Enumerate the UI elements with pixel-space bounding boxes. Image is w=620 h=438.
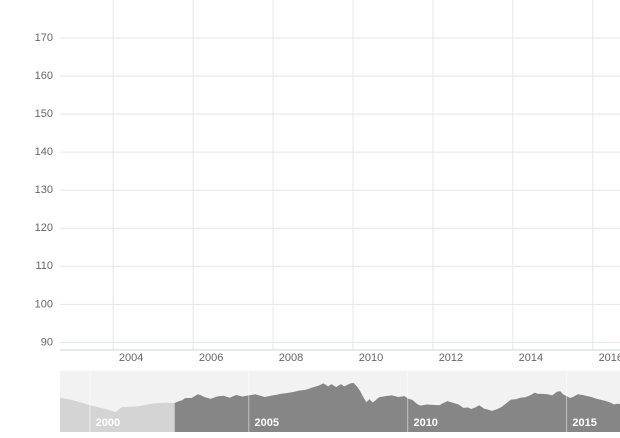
y-tick-label: 130 (35, 184, 53, 196)
navigator-selected-area (174, 383, 620, 432)
plot-background (60, 0, 620, 350)
x-tick-label: 2016 (599, 352, 620, 364)
y-tick-label: 90 (41, 336, 53, 348)
navigator-tick-label: 2010 (413, 417, 437, 429)
y-tick-label: 160 (35, 70, 53, 82)
x-tick-label: 2006 (199, 352, 223, 364)
y-tick-label: 170 (35, 32, 53, 44)
navigator-tick-label: 2005 (255, 417, 279, 429)
y-tick-label: 110 (35, 260, 53, 272)
x-tick-label: 2014 (519, 352, 543, 364)
x-tick-label: 2008 (279, 352, 303, 364)
x-tick-label: 2010 (359, 352, 383, 364)
navigator-tick-label: 2015 (572, 417, 596, 429)
y-tick-label: 100 (35, 298, 53, 310)
y-tick-label: 140 (35, 146, 53, 158)
x-tick-label: 2012 (439, 352, 463, 364)
y-tick-label: 150 (35, 108, 53, 120)
navigator-tick-label: 2000 (96, 417, 120, 429)
x-tick-label: 2004 (119, 352, 143, 364)
y-tick-label: 120 (35, 222, 53, 234)
